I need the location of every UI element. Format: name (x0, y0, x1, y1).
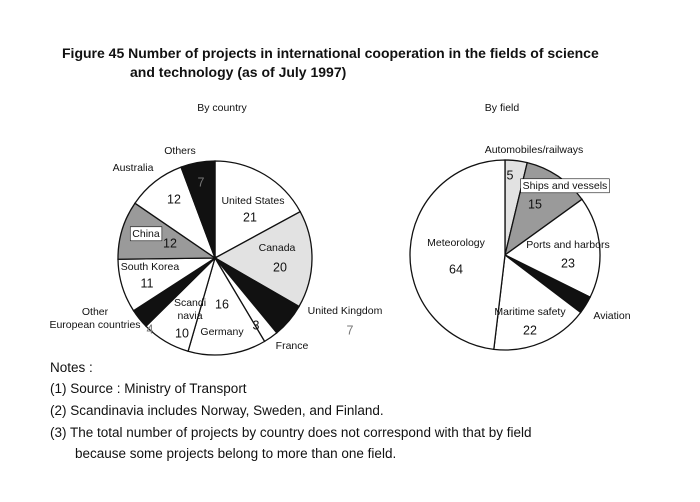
pie-subtitle: By country (197, 102, 247, 114)
note: (1) Source : Ministry of Transport (50, 381, 247, 396)
value-label: 15 (528, 197, 542, 211)
value-label: 22 (523, 323, 537, 337)
slice-label: Aviation (593, 310, 630, 322)
slice-label: Ships and vessels (523, 180, 608, 192)
pie-slice (187, 256, 266, 356)
value-label: 12 (167, 192, 181, 206)
label-box (520, 178, 610, 194)
value-label: 12 (163, 236, 177, 250)
slice-label: Canada (259, 242, 296, 254)
value-label: 64 (449, 262, 463, 276)
value-label: 4 (147, 322, 154, 336)
pie-slice (409, 159, 506, 351)
value-label: 20 (273, 260, 287, 274)
slice-label: Meteorology (427, 237, 486, 249)
label-box (129, 226, 163, 242)
slice-label: Others (164, 145, 196, 157)
value-label: 7 (198, 175, 205, 189)
figure-title: Figure 45 Number of projects in internat… (62, 45, 599, 80)
pie-subtitle: By field (485, 102, 520, 114)
slice-label: South Korea (121, 261, 180, 273)
note: (3) The total number of projects by coun… (50, 425, 532, 461)
slice-label: Australia (113, 162, 154, 174)
pie-slice (503, 198, 601, 299)
slice-label: China (132, 228, 160, 240)
value-label: 23 (561, 256, 575, 270)
slice-label: Germany (200, 326, 244, 338)
slice-label: United States (221, 195, 284, 207)
slice-label: Other European countries (49, 306, 140, 331)
pie-slice (213, 210, 313, 308)
pie-slice (180, 160, 216, 259)
value-label: 10 (175, 326, 189, 340)
slice-label: Automobiles/railways (485, 144, 584, 156)
slice-label: Scandi navia (174, 297, 206, 322)
value-label: 21 (243, 210, 257, 224)
slice-label: Ports and harbors (526, 239, 609, 251)
value-label: 3 (253, 318, 260, 332)
slice-label: United Kingdom (308, 305, 383, 317)
note: (2) Scandinavia includes Norway, Sweden,… (50, 403, 384, 418)
value-label: 7 (347, 323, 354, 337)
pie-slice (214, 160, 302, 260)
notes-heading: Notes : (50, 360, 93, 375)
value-label: 5 (507, 168, 514, 182)
slice-label: Maritime safety (494, 306, 566, 318)
value-label: 11 (141, 276, 154, 290)
pie-slice (493, 253, 582, 351)
value-label: 16 (215, 297, 229, 311)
slice-label: France (276, 340, 309, 352)
